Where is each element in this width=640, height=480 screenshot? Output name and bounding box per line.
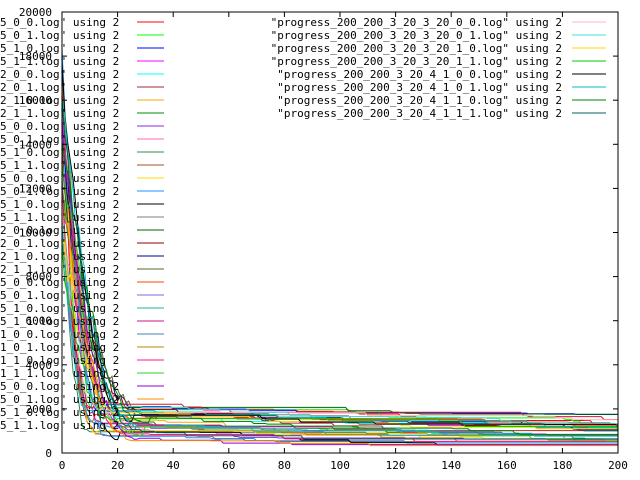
series-line: [61, 180, 618, 420]
y-tick-label: 8000: [26, 271, 53, 284]
legend-left-label: 5_0_1.log" using 2: [0, 393, 119, 406]
legend-left-label: 5_1_0.log" using 2: [0, 42, 119, 55]
series-line: [61, 242, 619, 430]
legend-left-label: 5_1_1.log" using 2: [0, 419, 119, 432]
legend-right-label: "progress_200_200_3_20_3_20_0_0.log" usi…: [271, 16, 562, 29]
legend-left-label: 5_1_0.log" using 2: [0, 406, 119, 419]
x-tick-label: 140: [441, 459, 461, 472]
series-line: [61, 98, 618, 440]
legend-right-label: "progress_200_200_3_20_3_20_1_0.log" usi…: [271, 42, 562, 55]
legend-right-label: "progress_200_200_3_20_4_1_0_0.log" usin…: [277, 68, 562, 81]
y-tick-label: 16000: [19, 94, 52, 107]
legend-right-label: "progress_200_200_3_20_4_1_1_0.log" usin…: [277, 94, 562, 107]
x-tick-label: 40: [167, 459, 180, 472]
series-line: [61, 65, 618, 442]
legend-left-label: 5_1_1.log" using 2: [0, 315, 119, 328]
x-tick-label: 80: [278, 459, 291, 472]
y-tick-label: 2000: [26, 403, 53, 416]
series-line: [61, 62, 619, 427]
legend-left-label: 1_0_1.log" using 2: [0, 341, 119, 354]
series-line: [61, 97, 618, 446]
series-line: [61, 161, 618, 415]
legend-left-label: 5_0_1.log" using 2: [0, 185, 119, 198]
series-line: [61, 161, 618, 442]
legend-left-label: 2_1_0.log" using 2: [0, 250, 119, 263]
legend-left-label: 2_1_1.log" using 2: [0, 107, 119, 120]
legend-left-label: 1_1_1.log" using 2: [0, 367, 119, 380]
legend-left-label: 2_0_1.log" using 2: [0, 81, 119, 94]
series-line: [61, 121, 618, 416]
legend-left-label: 5_1_1.log" using 2: [0, 159, 119, 172]
series-line: [61, 164, 618, 435]
series-line: [61, 119, 618, 446]
legend-left-label: 5_0_1.log" using 2: [0, 29, 119, 42]
legend-left: 5_0_0.log" using 25_0_1.log" using 25_1_…: [0, 16, 164, 432]
legend-left-label: 2_1_1.log" using 2: [0, 263, 119, 276]
legend-left-label: 5_0_0.log" using 2: [0, 380, 119, 393]
legend-left-label: 2_0_1.log" using 2: [0, 237, 119, 250]
legend-left-label: 5_0_0.log" using 2: [0, 16, 119, 29]
legend-right-label: "progress_200_200_3_20_3_20_1_1.log" usi…: [271, 55, 562, 68]
series-line: [61, 88, 618, 442]
y-tick-label: 14000: [19, 138, 52, 151]
legend-left-label: 2_0_0.log" using 2: [0, 224, 119, 237]
legend-left-label: 5_1_0.log" using 2: [0, 302, 119, 315]
legend-left-label: 5_0_1.log" using 2: [0, 289, 119, 302]
series-line: [61, 67, 618, 436]
x-tick-label: 160: [497, 459, 517, 472]
series-line: [61, 143, 618, 431]
x-tick-label: 60: [222, 459, 235, 472]
legend-right: "progress_200_200_3_20_3_20_0_0.log" usi…: [271, 16, 606, 120]
y-tick-label: 4000: [26, 359, 53, 372]
legend-left-label: 5_1_1.log" using 2: [0, 55, 119, 68]
x-tick-label: 180: [552, 459, 572, 472]
tick-labels: 0 20 40 60 80 100 120 140 160 180 2000200040006000…: [19, 6, 628, 472]
series-line: [61, 183, 618, 435]
y-tick-label: 0: [45, 447, 52, 460]
series-line: [61, 238, 618, 430]
series-line: [61, 47, 618, 444]
legend-left-label: 5_0_0.log" using 2: [0, 172, 119, 185]
series-line: [61, 140, 618, 432]
x-tick-label: 120: [386, 459, 406, 472]
series-line: [61, 141, 618, 436]
series-line: [61, 138, 618, 432]
legend-left-label: 2_1_0.log" using 2: [0, 94, 119, 107]
series-line: [61, 97, 618, 437]
series-line: [61, 222, 618, 425]
series-lines: [61, 47, 619, 447]
y-tick-label: 6000: [26, 315, 53, 328]
legend-left-label: 5_1_0.log" using 2: [0, 198, 119, 211]
legend-left-label: 5_1_0.log" using 2: [0, 146, 119, 159]
series-line: [61, 194, 618, 426]
legend-left-label: 1_0_0.log" using 2: [0, 328, 119, 341]
x-tick-label: 200: [608, 459, 628, 472]
x-tick-label: 0: [59, 459, 66, 472]
legend-left-label: 5_0_0.log" using 2: [0, 276, 119, 289]
x-tick-label: 100: [330, 459, 350, 472]
legend-right-label: "progress_200_200_3_20_3_20_0_1.log" usi…: [271, 29, 562, 42]
legend-left-label: 5_1_1.log" using 2: [0, 211, 119, 224]
y-tick-label: 12000: [19, 182, 52, 195]
series-line: [61, 140, 618, 429]
legend-left-label: 5_0_1.log" using 2: [0, 133, 119, 146]
legend-right-label: "progress_200_200_3_20_4_1_0_1.log" usin…: [277, 81, 562, 94]
series-line: [61, 112, 618, 429]
legend-left-label: 5_0_0.log" using 2: [0, 120, 119, 133]
legend-right-label: "progress_200_200_3_20_4_1_1_1.log" usin…: [277, 107, 562, 120]
series-line: [61, 236, 618, 436]
y-tick-label: 10000: [19, 227, 52, 240]
series-line: [61, 203, 618, 436]
x-tick-label: 20: [111, 459, 124, 472]
legend-left-label: 2_0_0.log" using 2: [0, 68, 119, 81]
y-tick-label: 18000: [19, 50, 52, 63]
series-line: [61, 200, 618, 421]
series-line: [61, 172, 618, 429]
series-line: [61, 97, 618, 425]
series-line: [61, 74, 618, 426]
legend-left-label: 1_1_0.log" using 2: [0, 354, 119, 367]
series-line: [61, 188, 618, 447]
y-tick-label: 20000: [19, 6, 52, 19]
